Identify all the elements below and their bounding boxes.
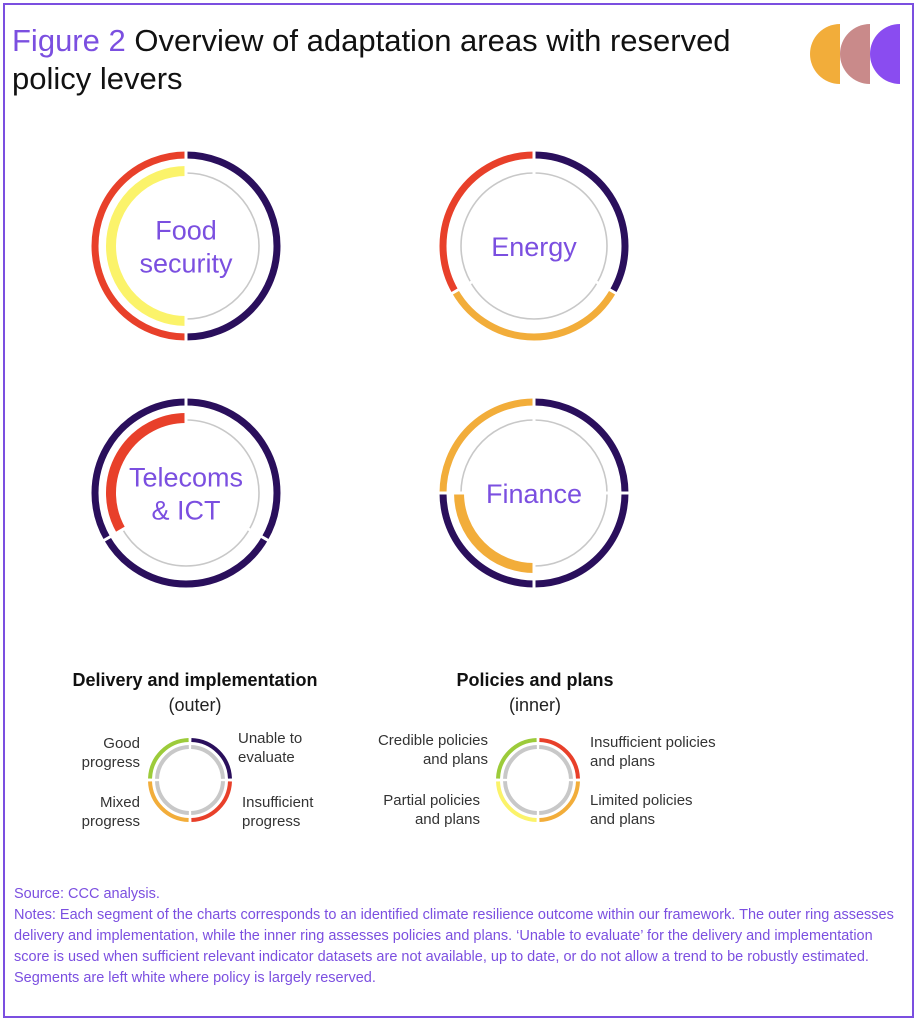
legend-policies-subheading: (inner) [508,695,561,715]
legend-label-unable-line1: Unable to [238,730,303,747]
ring-energy: Energy [439,149,629,341]
legend-ring-1-outer-4 [496,738,537,779]
legend-ring-1-inner-3 [503,780,538,815]
finance-inner-segment-4 [460,419,535,494]
finance-inner-segment-3 [454,492,535,573]
legend-label-unable-line2: evaluate [238,749,295,766]
legend-ring-1-outer-3 [496,781,537,822]
legend-label-limited-line2: and plans [590,811,656,828]
finance-outer-segment-1 [533,398,629,494]
figure-title: Figure 2 Overview of adaptation areas wi… [12,22,732,98]
energy-inner-segment-3 [460,172,535,283]
finance-outer-segment-2 [533,492,629,588]
legend-policies-heading: Policies and plans [456,670,614,690]
legend-label-partial-line1: Partial policies [383,792,480,809]
telecoms-ict-label-line-1: Telecoms [129,463,243,493]
telecoms-ict-outer-segment-1 [185,398,281,541]
food-security-inner-segment-1 [185,172,260,320]
legend-label-insufficient-line2: progress [242,813,301,830]
telecoms-ict-inner-segment-3 [106,413,187,533]
legend-label-limited-policies: Limited policies and plans [590,791,750,829]
ring-telecoms-ict: Telecoms& ICT [91,396,281,588]
legend-label-limited-line1: Limited policies [590,792,693,809]
legend-ring-0-outer-4 [148,738,189,779]
legend-label-insuff-pol-line2: and plans [590,753,656,770]
legend-label-partial-policies: Partial policies and plans [330,791,480,829]
logo-shape-left [810,24,840,84]
source-text: Source: CCC analysis. [14,886,160,902]
legend-ring-0-outer-3 [148,781,189,822]
telecoms-ict-outer-segment-2 [104,536,268,588]
legend-label-good-line1: Good [103,735,140,752]
energy-divider-2 [589,277,619,296]
legend-label-insufficient-policies: Insufficient policies and plans [590,733,760,771]
energy-outer-segment-1 [533,151,629,294]
finance-outer-segment-3 [439,492,535,588]
legend-ring-1-inner-1 [538,745,573,780]
telecoms-ict-divider-2 [241,524,271,543]
finance-inner-segment-2 [533,492,608,567]
legend-label-credible-line2: and plans [422,751,488,768]
energy-outer-segment-2 [452,289,616,341]
legend-ring-0-inner-3 [155,780,190,815]
telecoms-ict-inner-segment-1 [185,419,260,530]
legend-label-insuff-pol-line1: Insufficient policies [590,734,716,751]
logo-shape-right [870,24,900,84]
legend-ring-0-inner-1 [190,745,225,780]
legend-label-credible-line1: Credible policies [377,732,488,749]
legend-label-partial-line2: and plans [414,811,480,828]
telecoms-ict-inner-segment-2 [122,529,250,567]
legend-label-mixed-progress: Mixed progress [40,793,140,831]
food-security-outer-segment-1 [185,151,281,341]
figure-title-text: Overview of adaptation areas with reserv… [12,23,731,96]
legend-ring-policies [496,738,580,822]
legend-label-good-progress: Good progress [40,734,140,772]
legend-label-mixed-line2: progress [81,813,140,830]
legend-ring-0-outer-1 [191,738,232,779]
legend-ring-0-inner-2 [190,780,225,815]
legend-ring-1-inner-4 [503,745,538,780]
food-security-outer-segment-2 [91,151,187,341]
telecoms-ict-divider-3 [101,524,131,543]
energy-divider-3 [449,277,479,296]
finance-inner-segment-1 [533,419,608,494]
legend-label-mixed-line1: Mixed [99,794,140,811]
legend-ring-delivery [148,738,232,822]
figure-label: Figure 2 [12,23,126,58]
energy-inner-segment-2 [470,282,598,320]
ring-finance: Finance [437,396,631,590]
logo-shape-mid [840,24,870,84]
legend-label-insufficient-progress: Insufficient progress [242,793,352,831]
energy-outer-segment-3 [439,151,535,294]
legend-ring-0-outer-2 [191,781,232,822]
energy-label-line-1: Energy [491,232,577,262]
legend-ring-0-inner-4 [155,745,190,780]
ccc-logo [810,24,900,84]
food-security-label-line-2: security [139,249,233,279]
legend-label-insufficient-line1: Insufficient [242,794,314,811]
finance-label-line-1: Finance [486,479,582,509]
legend-label-credible-policies: Credible policies and plans [330,731,488,769]
energy-inner-segment-1 [533,172,608,283]
notes-block: Source: CCC analysis. Notes: Each segmen… [14,884,894,989]
legend-ring-1-outer-1 [539,738,580,779]
telecoms-ict-outer-segment-3 [91,398,187,541]
legend-label-good-line2: progress [81,754,140,771]
legend-delivery-subheading: (outer) [168,695,222,715]
legend-ring-1-inner-2 [538,780,573,815]
legend-ring-1-outer-2 [539,781,580,822]
legend-delivery-heading: Delivery and implementation [72,670,318,690]
finance-outer-segment-4 [439,398,535,494]
food-security-inner-segment-2 [106,166,187,326]
telecoms-ict-label-line-2: & ICT [151,496,220,526]
notes-text: Notes: Each segment of the charts corres… [14,907,894,986]
food-security-label-line-1: Food [155,216,217,246]
legend-label-unable-to-evaluate: Unable to evaluate [238,729,338,767]
